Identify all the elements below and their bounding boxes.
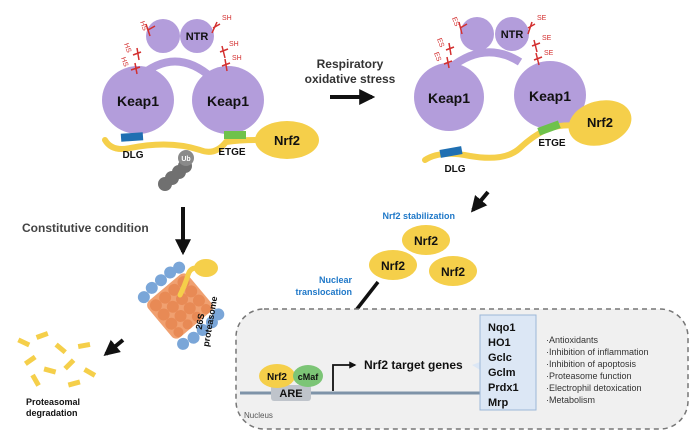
degradation-arrow — [106, 340, 123, 354]
function-item: ·Inhibition of apoptosis — [546, 359, 637, 369]
gene-name: Mrp — [488, 397, 508, 409]
thiol-label: SE — [542, 35, 552, 42]
keap1-complex-stressed: NTR Keap1 Keap1 ES SE ES SE ES SE DLG ET… — [414, 15, 637, 175]
stress-label-line1: Respiratory — [317, 57, 384, 71]
nrf2-free-label: Nrf2 — [414, 234, 438, 248]
function-item: ·Inhibition of inflammation — [546, 347, 649, 357]
keap1-dimer-domain — [146, 19, 180, 53]
thiol-label: ES — [432, 51, 442, 62]
etge-label: ETGE — [218, 147, 246, 158]
ntr-label: NTR — [501, 29, 524, 41]
thiol-label: SH — [229, 41, 239, 48]
nrf2-nuclear-label: Nrf2 — [267, 372, 287, 383]
thiol-label: ES — [435, 37, 445, 48]
proteasome-26s: 26S proteasome — [134, 258, 228, 354]
translocation-label-2: translocation — [295, 287, 352, 297]
etge-motif — [224, 131, 246, 139]
constitutive-label: Constitutive condition — [22, 221, 149, 235]
keap1-left-label: Keap1 — [428, 90, 470, 106]
function-item: ·Electrophil detoxication — [546, 383, 642, 393]
dlg-label: DLG — [444, 164, 465, 175]
target-genes-label: Nrf2 target genes — [364, 358, 463, 372]
thiol-label: HS — [122, 42, 132, 54]
gene-name: Gclm — [488, 367, 516, 379]
thiol-label: SE — [537, 15, 547, 22]
gene-name: HO1 — [488, 337, 511, 349]
gene-name: Gclc — [488, 352, 512, 364]
gene-name: Prdx1 — [488, 382, 519, 394]
keap1-left-label: Keap1 — [117, 93, 159, 109]
stress-label-line2: oxidative stress — [305, 72, 396, 86]
ubiquitin-chain: Ub — [158, 150, 194, 191]
nrf2-degrading — [194, 259, 218, 277]
thiol-label: SE — [544, 50, 554, 57]
etge-label: ETGE — [538, 138, 566, 149]
nrf2-free-label: Nrf2 — [441, 265, 465, 279]
dlg-motif — [121, 132, 144, 142]
nrf2-basal-label: Nrf2 — [274, 133, 300, 148]
translocation-label-1: Nuclear — [319, 275, 353, 285]
dlg-label: DLG — [122, 150, 143, 161]
thiol-label: SH — [222, 15, 232, 22]
degradation-label-1: Proteasomal — [26, 397, 80, 407]
nucleus-label: Nucleus — [244, 411, 273, 420]
keap1-right-label: Keap1 — [207, 93, 249, 109]
thiol-label: SH — [232, 55, 242, 62]
stabilization-label: Nrf2 stabilization — [382, 211, 455, 221]
keap1-complex-basal: NTR Keap1 Keap1 HS SH HS SH HS SH DLG ET… — [102, 15, 319, 191]
cmaf-label: cMaf — [298, 372, 320, 382]
are-label: ARE — [279, 388, 302, 400]
degradation-label-2: degradation — [26, 408, 78, 418]
keap1-right-label: Keap1 — [529, 88, 571, 104]
peptide-fragments — [17, 331, 96, 387]
nrf2-stressed-label: Nrf2 — [587, 115, 613, 130]
ntr-label: NTR — [186, 31, 209, 43]
thiol-label: ES — [450, 16, 460, 27]
function-item: ·Metabolism — [546, 395, 595, 405]
stabilization-arrow — [473, 192, 488, 210]
gene-name: Nqo1 — [488, 322, 516, 334]
nrf2-free-label: Nrf2 — [381, 259, 405, 273]
keap1-dimer-domain-stressed — [460, 17, 494, 51]
ub-label: Ub — [181, 156, 190, 163]
thiol-label: HS — [119, 56, 129, 68]
function-item: ·Antioxidants — [546, 335, 599, 345]
function-item: ·Proteasome function — [546, 371, 632, 381]
thiol-label: HS — [138, 20, 148, 32]
nrf2-cluster: Nrf2 Nrf2 Nrf2 — [369, 225, 477, 286]
